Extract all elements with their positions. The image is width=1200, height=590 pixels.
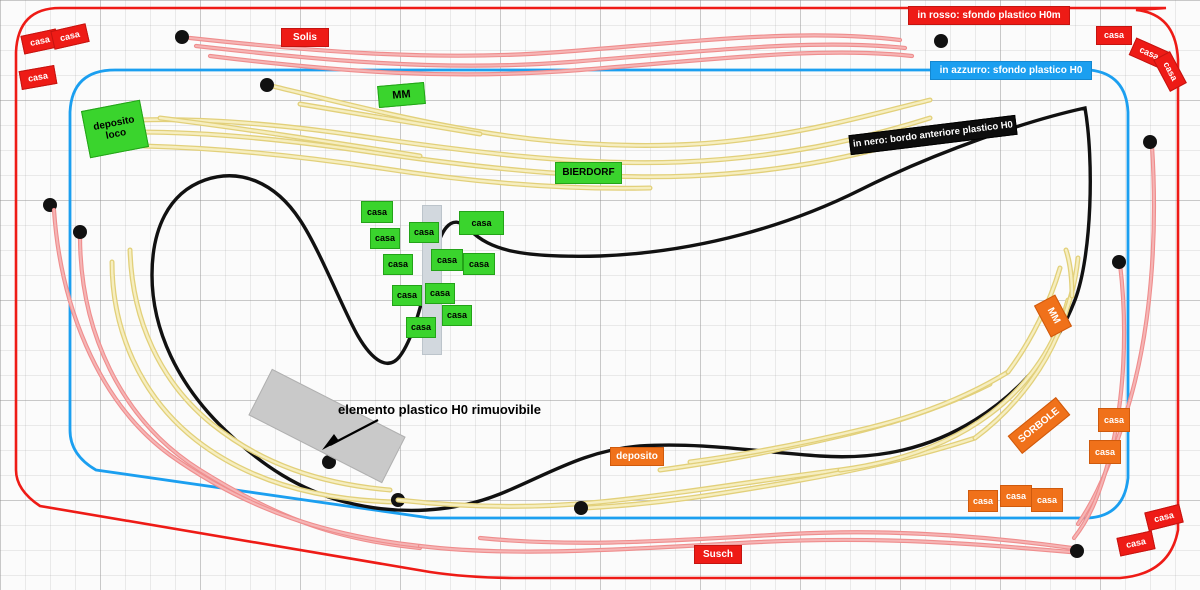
house-label-green-3: casa — [392, 285, 422, 306]
house-label-green-2: casa — [383, 254, 413, 275]
legend-h0m-label: in rosso: sfondo plastico H0m — [908, 6, 1070, 25]
h0-tracks-left-descent — [109, 247, 405, 507]
house-label-green-4: casa — [406, 317, 436, 338]
house-label-red-3: casa — [1096, 26, 1132, 45]
h0m-tracks-left — [43, 198, 423, 551]
h0m-baseboard-outline — [14, 6, 1180, 580]
house-label-orange-0: casa — [1098, 408, 1130, 432]
house-label-green-9: casa — [459, 211, 504, 235]
station-mm-green-label: MM — [377, 81, 426, 109]
h0-tracks-bottom — [395, 369, 1011, 515]
front-edge-line — [150, 105, 1092, 513]
house-label-orange-4: casa — [1031, 488, 1063, 512]
h0m-tracks-bottom — [417, 530, 1084, 558]
house-label-orange-1: casa — [1089, 440, 1121, 464]
house-label-orange-2: casa — [968, 490, 998, 512]
station-solis-label: Solis — [281, 28, 329, 47]
h0m-tracks-top — [175, 30, 948, 77]
house-label-green-7: casa — [431, 249, 463, 271]
house-label-green-5: casa — [409, 222, 439, 243]
h0-tracks-upper-yard — [133, 78, 938, 191]
house-label-green-8: casa — [442, 305, 472, 326]
legend-h0-label: in azzurro: sfondo plastico H0 — [930, 61, 1092, 80]
house-label-green-1: casa — [370, 228, 400, 249]
house-label-orange-3: casa — [1000, 485, 1032, 507]
h0-tracks-right-fan — [837, 247, 1081, 473]
removable-element-annotation: elemento plastico H0 rimuovibile — [338, 402, 541, 417]
house-label-green-0: casa — [361, 201, 393, 223]
house-label-green-10: casa — [463, 253, 495, 275]
station-deposito-label: deposito — [610, 447, 664, 466]
station-susch-label: Susch — [694, 545, 742, 564]
station-bierdorf-label: BIERDORF — [555, 162, 622, 184]
house-label-green-6: casa — [425, 283, 455, 304]
h0-baseboard-outline — [68, 68, 1130, 520]
